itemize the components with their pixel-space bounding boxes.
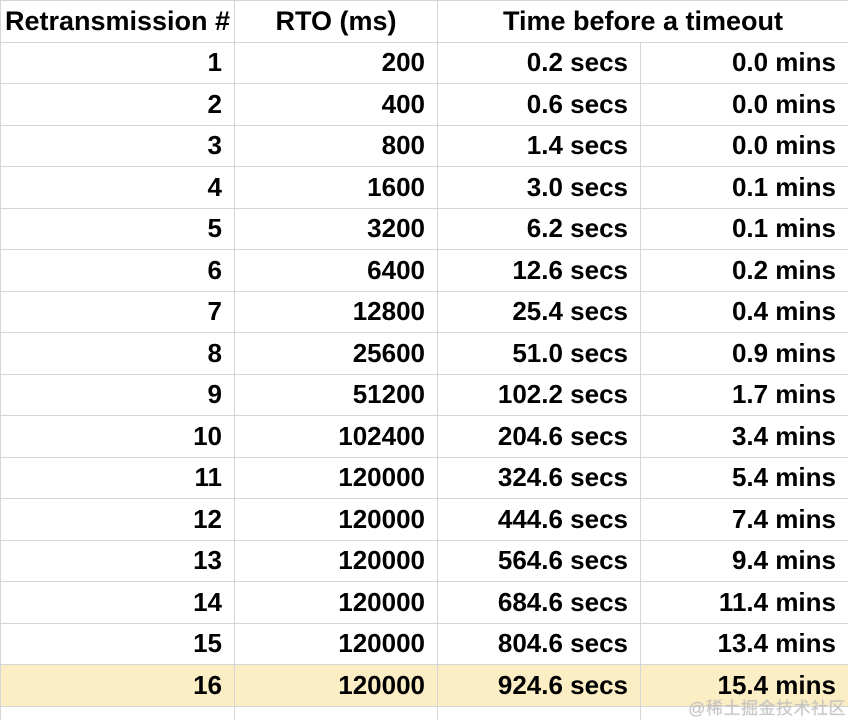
cell-timeout-secs: 564.6 secs	[437, 539, 641, 582]
table-row: 2 400 0.6 secs 0.0 mins	[0, 83, 848, 126]
empty-cell	[640, 705, 848, 720]
empty-cell	[437, 705, 641, 720]
cell-timeout-mins: 11.4 mins	[640, 581, 848, 624]
cell-rto-ms: 102400	[234, 415, 438, 458]
table-row: 8 25600 51.0 secs 0.9 mins	[0, 332, 848, 375]
cell-retransmission-number: 8	[0, 332, 235, 375]
table-row: 12 120000 444.6 secs 7.4 mins	[0, 498, 848, 541]
cell-retransmission-number: 3	[0, 124, 235, 167]
cell-rto-ms: 120000	[234, 622, 438, 665]
cell-retransmission-number: 1	[0, 41, 235, 84]
table-row: 9 51200 102.2 secs 1.7 mins	[0, 373, 848, 416]
table-row: 16 120000 924.6 secs 15.4 mins	[0, 664, 848, 707]
table-row: 10 102400 204.6 secs 3.4 mins	[0, 415, 848, 458]
table-row: 1 200 0.2 secs 0.0 mins	[0, 41, 848, 84]
table-row: 6 6400 12.6 secs 0.2 mins	[0, 249, 848, 292]
table-row: 13 120000 564.6 secs 9.4 mins	[0, 539, 848, 582]
col-header-rto: RTO (ms)	[234, 0, 438, 43]
cell-timeout-mins: 7.4 mins	[640, 498, 848, 541]
empty-cell	[0, 705, 235, 720]
cell-retransmission-number: 10	[0, 415, 235, 458]
header-row: Retransmission # RTO (ms) Time before a …	[0, 0, 848, 43]
table-row: 14 120000 684.6 secs 11.4 mins	[0, 581, 848, 624]
cell-rto-ms: 120000	[234, 664, 438, 707]
table-header: Retransmission # RTO (ms) Time before a …	[0, 0, 848, 43]
cell-timeout-mins: 15.4 mins	[640, 664, 848, 707]
table-row: 4 1600 3.0 secs 0.1 mins	[0, 166, 848, 209]
cell-rto-ms: 6400	[234, 249, 438, 292]
cell-timeout-secs: 684.6 secs	[437, 581, 641, 624]
cell-timeout-secs: 3.0 secs	[437, 166, 641, 209]
cell-timeout-secs: 324.6 secs	[437, 456, 641, 499]
cell-retransmission-number: 9	[0, 373, 235, 416]
cell-retransmission-number: 11	[0, 456, 235, 499]
cell-rto-ms: 120000	[234, 581, 438, 624]
cell-retransmission-number: 15	[0, 622, 235, 665]
cell-retransmission-number: 2	[0, 83, 235, 126]
table-body: 1 200 0.2 secs 0.0 mins 2 400 0.6 secs 0…	[0, 41, 848, 720]
cell-timeout-mins: 3.4 mins	[640, 415, 848, 458]
cell-retransmission-number: 12	[0, 498, 235, 541]
col-header-retransmission: Retransmission #	[0, 0, 235, 43]
cell-timeout-mins: 1.7 mins	[640, 373, 848, 416]
cell-timeout-secs: 102.2 secs	[437, 373, 641, 416]
cell-retransmission-number: 4	[0, 166, 235, 209]
cell-timeout-mins: 0.1 mins	[640, 207, 848, 250]
cell-rto-ms: 1600	[234, 166, 438, 209]
empty-row	[0, 705, 848, 720]
table-row: 5 3200 6.2 secs 0.1 mins	[0, 207, 848, 250]
cell-timeout-mins: 0.0 mins	[640, 83, 848, 126]
cell-timeout-mins: 0.2 mins	[640, 249, 848, 292]
cell-retransmission-number: 16	[0, 664, 235, 707]
cell-rto-ms: 400	[234, 83, 438, 126]
cell-retransmission-number: 13	[0, 539, 235, 582]
cell-rto-ms: 200	[234, 41, 438, 84]
cell-timeout-secs: 0.2 secs	[437, 41, 641, 84]
cell-timeout-secs: 804.6 secs	[437, 622, 641, 665]
cell-timeout-secs: 204.6 secs	[437, 415, 641, 458]
cell-rto-ms: 120000	[234, 539, 438, 582]
table-row: 7 12800 25.4 secs 0.4 mins	[0, 290, 848, 333]
cell-retransmission-number: 5	[0, 207, 235, 250]
cell-timeout-secs: 444.6 secs	[437, 498, 641, 541]
cell-timeout-mins: 0.0 mins	[640, 41, 848, 84]
col-header-time-before-timeout: Time before a timeout	[437, 0, 848, 43]
cell-timeout-mins: 0.4 mins	[640, 290, 848, 333]
cell-rto-ms: 120000	[234, 456, 438, 499]
table-row: 15 120000 804.6 secs 13.4 mins	[0, 622, 848, 665]
cell-timeout-mins: 0.1 mins	[640, 166, 848, 209]
cell-timeout-secs: 1.4 secs	[437, 124, 641, 167]
cell-rto-ms: 800	[234, 124, 438, 167]
cell-retransmission-number: 6	[0, 249, 235, 292]
cell-timeout-mins: 9.4 mins	[640, 539, 848, 582]
cell-timeout-secs: 924.6 secs	[437, 664, 641, 707]
cell-rto-ms: 120000	[234, 498, 438, 541]
cell-rto-ms: 12800	[234, 290, 438, 333]
cell-timeout-mins: 0.0 mins	[640, 124, 848, 167]
cell-timeout-secs: 25.4 secs	[437, 290, 641, 333]
empty-cell	[234, 705, 438, 720]
cell-timeout-secs: 0.6 secs	[437, 83, 641, 126]
cell-rto-ms: 51200	[234, 373, 438, 416]
cell-timeout-secs: 6.2 secs	[437, 207, 641, 250]
cell-timeout-mins: 5.4 mins	[640, 456, 848, 499]
table-row: 11 120000 324.6 secs 5.4 mins	[0, 456, 848, 499]
cell-timeout-secs: 12.6 secs	[437, 249, 641, 292]
cell-rto-ms: 25600	[234, 332, 438, 375]
cell-timeout-mins: 13.4 mins	[640, 622, 848, 665]
cell-retransmission-number: 14	[0, 581, 235, 624]
table-row: 3 800 1.4 secs 0.0 mins	[0, 124, 848, 167]
cell-timeout-mins: 0.9 mins	[640, 332, 848, 375]
cell-retransmission-number: 7	[0, 290, 235, 333]
cell-timeout-secs: 51.0 secs	[437, 332, 641, 375]
cell-rto-ms: 3200	[234, 207, 438, 250]
